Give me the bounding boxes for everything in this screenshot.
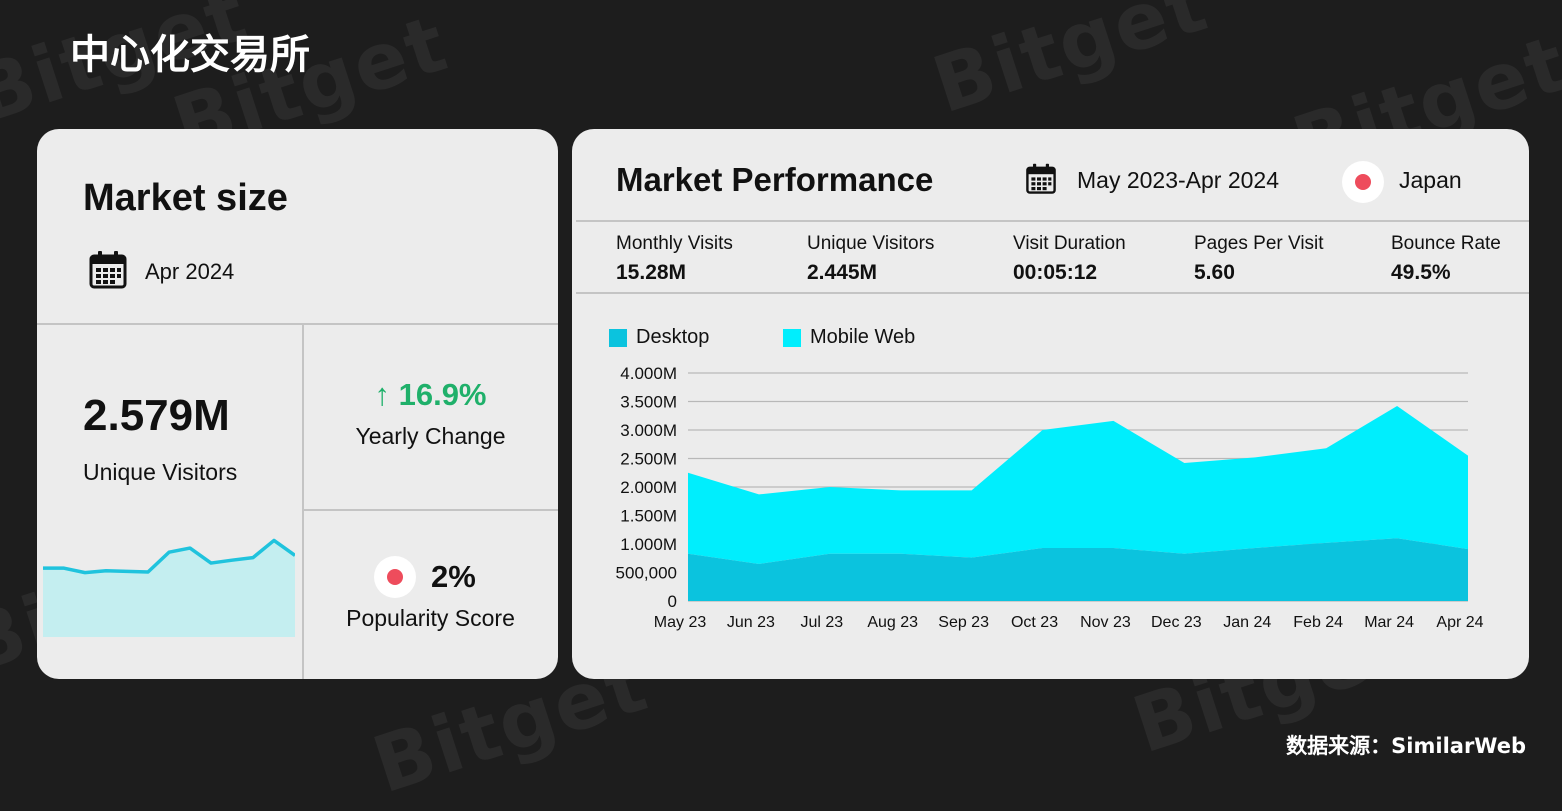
y-tick-label: 3.000M [620,421,677,440]
metric-value: 49.5% [1391,261,1451,284]
market-performance-title: Market Performance [616,161,934,198]
legend-desktop: Desktop [609,326,709,349]
yearly-change-label: Yearly Change [355,423,506,449]
metric-bounce-rate: Bounce Rate 49.5% [1391,233,1501,285]
x-tick-label: Feb 24 [1293,614,1343,631]
country-label: Japan [1399,167,1462,193]
sparkline-chart [43,538,295,637]
y-tick-label: 2.500M [620,450,677,469]
x-tick-label: Dec 23 [1151,614,1202,631]
page-title: 中心化交易所 [70,32,310,78]
legend-label: Desktop [636,326,710,348]
x-tick-label: Jan 24 [1223,614,1271,631]
y-tick-label: 4.000M [620,364,677,383]
metric-visit-duration: Visit Duration 00:05:12 [1013,233,1126,285]
metric-value: 15.28M [616,261,687,284]
x-tick-label: Jul 23 [800,614,843,631]
x-tick-label: Aug 23 [867,614,918,631]
watermark: Bitget [922,0,1219,132]
metric-pages-per-visit: Pages Per Visit 5.60 [1194,233,1324,285]
legend-mobile-web: Mobile Web [783,326,915,349]
metric-monthly-visits: Monthly Visits 15.28M [616,233,733,285]
market-size-date: Apr 2024 [145,259,235,284]
unique-visitors-value: 2.579M [83,391,230,440]
data-source: 数据来源：SimilarWeb [1286,734,1526,758]
divider [302,323,304,679]
x-tick-label: Nov 23 [1080,614,1131,631]
metric-label: Visit Duration [1013,233,1126,254]
metric-value: 2.445M [807,261,878,284]
series-desktop-area [688,538,1468,601]
country-dot-icon [374,556,416,598]
x-tick-label: Mar 24 [1364,614,1414,631]
popularity-score-label: Popularity Score [346,605,515,631]
divider [576,292,1529,294]
calendar-icon [89,251,127,289]
metric-value: 5.60 [1194,261,1235,284]
market-size-card: Market size Apr 2024 2.579M Unique Visit… [37,129,558,679]
date-range: May 2023-Apr 2024 [1077,167,1280,193]
x-tick-label: Sep 23 [938,614,989,631]
sparkline-line [43,538,295,575]
x-tick-label: May 23 [654,614,707,631]
sparkline-area [43,540,295,637]
y-tick-label: 1.500M [620,507,677,526]
y-tick-label: 0 [668,592,677,611]
traffic-area-chart: 0 500,000 1.000M 1.500M 2.000M 2.500M 3.000M 3.… [616,364,1484,631]
yearly-change-value: ↑ 16.9% [374,377,487,412]
y-tick-label: 500,000 [616,564,677,583]
calendar-icon [1026,163,1056,194]
y-tick-label: 3.500M [620,393,677,412]
legend-swatch [609,328,627,347]
legend-swatch [783,328,801,347]
series-mobile-web-area [688,406,1468,564]
metric-label: Pages Per Visit [1194,233,1324,254]
x-tick-label: Oct 23 [1011,614,1058,631]
x-tick-label: Apr 24 [1436,614,1483,631]
market-performance-card: Market Performance May 2023-Apr 2024 Jap… [572,129,1529,679]
divider [37,323,558,325]
legend-label: Mobile Web [810,326,916,348]
metric-label: Bounce Rate [1391,233,1501,254]
x-tick-label: Jun 23 [727,614,775,631]
metric-value: 00:05:12 [1013,261,1098,284]
market-size-title: Market size [83,177,288,219]
y-tick-label: 1.000M [620,535,677,554]
country-dot-icon [1342,161,1384,203]
y-tick-label: 2.000M [620,478,677,497]
popularity-score-value: 2% [431,559,476,594]
divider [576,220,1529,222]
metric-unique-visitors: Unique Visitors 2.445M [807,233,934,285]
metric-label: Monthly Visits [616,233,733,254]
metric-label: Unique Visitors [807,233,935,254]
unique-visitors-label: Unique Visitors [83,459,238,485]
divider [303,509,558,511]
